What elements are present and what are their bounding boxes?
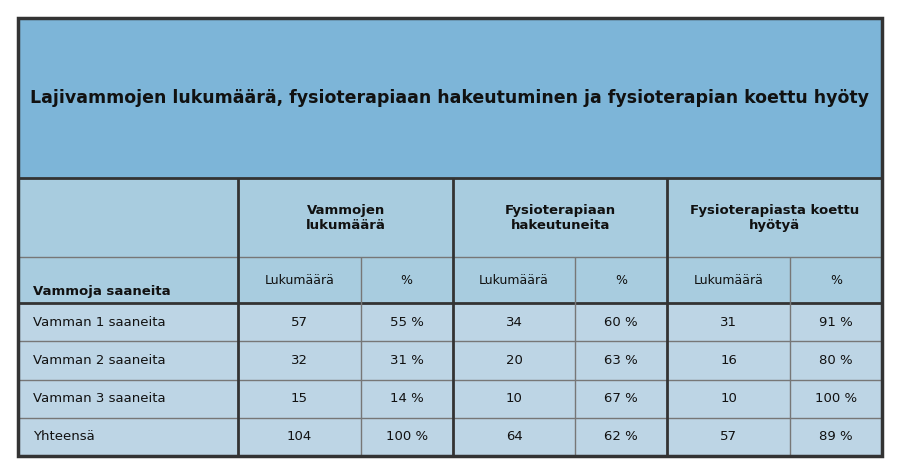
- Text: 91 %: 91 %: [819, 316, 852, 328]
- Text: 57: 57: [291, 316, 308, 328]
- Text: 10: 10: [720, 392, 737, 405]
- Text: 10: 10: [506, 392, 523, 405]
- Text: 14 %: 14 %: [390, 392, 424, 405]
- Text: Lukumäärä: Lukumäärä: [479, 273, 549, 287]
- Text: Vammojen
lukumäärä: Vammojen lukumäärä: [306, 203, 385, 231]
- Text: 32: 32: [291, 354, 308, 367]
- Text: 62 %: 62 %: [605, 430, 638, 443]
- Text: Vamman 2 saaneita: Vamman 2 saaneita: [33, 354, 166, 367]
- Text: 60 %: 60 %: [605, 316, 638, 328]
- Text: %: %: [830, 273, 842, 287]
- Text: 55 %: 55 %: [390, 316, 424, 328]
- Text: 89 %: 89 %: [819, 430, 852, 443]
- Text: Vamman 1 saaneita: Vamman 1 saaneita: [33, 316, 166, 328]
- Text: 15: 15: [291, 392, 308, 405]
- Text: Lukumäärä: Lukumäärä: [694, 273, 763, 287]
- Text: Fysioterapiaan
hakeutuneita: Fysioterapiaan hakeutuneita: [505, 203, 616, 231]
- Text: 34: 34: [506, 316, 523, 328]
- FancyBboxPatch shape: [18, 178, 882, 303]
- Text: 63 %: 63 %: [605, 354, 638, 367]
- Text: 100 %: 100 %: [386, 430, 427, 443]
- FancyBboxPatch shape: [18, 418, 882, 456]
- Text: 67 %: 67 %: [605, 392, 638, 405]
- Text: 57: 57: [720, 430, 737, 443]
- Text: Lajivammojen lukumäärä, fysioterapiaan hakeutuminen ja fysioterapian koettu hyöt: Lajivammojen lukumäärä, fysioterapiaan h…: [31, 89, 869, 107]
- Text: %: %: [616, 273, 627, 287]
- Text: 20: 20: [506, 354, 523, 367]
- Text: 64: 64: [506, 430, 522, 443]
- Text: Vammoja saaneita: Vammoja saaneita: [33, 285, 171, 298]
- Text: %: %: [400, 273, 413, 287]
- Text: 31 %: 31 %: [390, 354, 424, 367]
- Text: 16: 16: [720, 354, 737, 367]
- FancyBboxPatch shape: [18, 18, 882, 456]
- FancyBboxPatch shape: [18, 341, 882, 380]
- Text: Yhteensä: Yhteensä: [33, 430, 94, 443]
- Text: Lukumäärä: Lukumäärä: [265, 273, 335, 287]
- Text: 104: 104: [287, 430, 312, 443]
- FancyBboxPatch shape: [18, 380, 882, 418]
- Text: Fysioterapiasta koettu
hyötyä: Fysioterapiasta koettu hyötyä: [690, 203, 860, 231]
- Text: 100 %: 100 %: [814, 392, 857, 405]
- Text: Vamman 3 saaneita: Vamman 3 saaneita: [33, 392, 166, 405]
- FancyBboxPatch shape: [18, 303, 882, 341]
- Text: 80 %: 80 %: [819, 354, 852, 367]
- Text: 31: 31: [720, 316, 737, 328]
